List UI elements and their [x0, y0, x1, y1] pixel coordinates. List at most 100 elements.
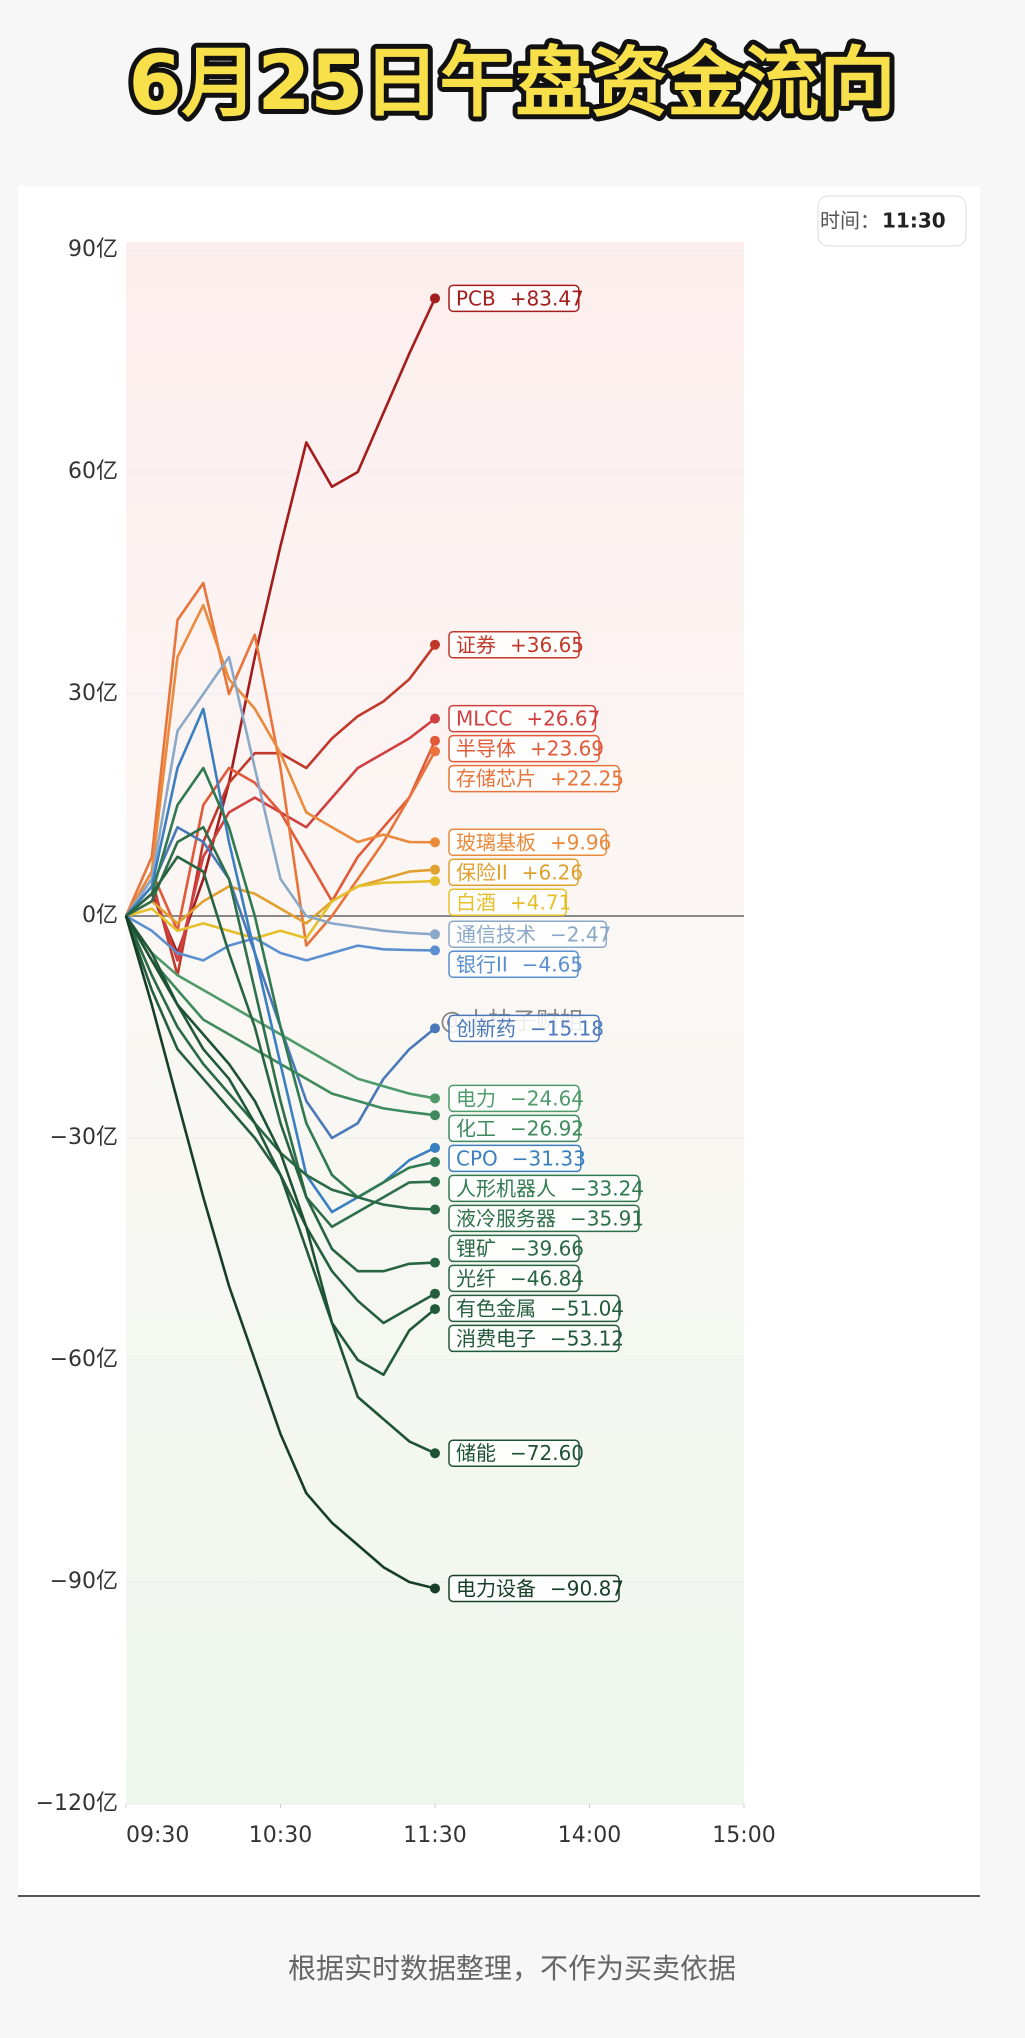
label-text: 消费电子 −53.12 [456, 1326, 624, 1350]
label-text: 电力 −24.64 [456, 1086, 584, 1110]
legend-name: CPO [456, 1146, 498, 1170]
label-text: 有色金属 −51.04 [456, 1296, 624, 1320]
data-label: −39.66 [510, 1236, 584, 1260]
y-tick-label: −60亿 [50, 1347, 118, 1372]
end-dot [430, 929, 440, 940]
data-label: −46.84 [510, 1266, 584, 1290]
label-text: CPO −31.33 [456, 1146, 586, 1170]
data-label: −31.33 [512, 1146, 586, 1170]
legend-name: MLCC [456, 706, 512, 730]
label-text: 创新药 −15.18 [456, 1016, 604, 1040]
time-badge [817, 195, 967, 247]
label-box [448, 1014, 600, 1043]
y-tick-label: −90亿 [50, 1569, 118, 1594]
series-label: 锂矿 −39.66 [448, 1234, 584, 1263]
series-label: 光纤 −46.84 [448, 1264, 584, 1293]
x-tick-label: 14:00 [558, 1823, 621, 1848]
label-text: MLCC +26.67 [456, 706, 600, 730]
label-box [448, 1264, 580, 1293]
y-tick-label: 60亿 [68, 459, 118, 484]
legend-name: 玻璃基板 [456, 830, 536, 854]
legend-name: 保险II [456, 860, 508, 884]
legend-name: 消费电子 [456, 1326, 536, 1350]
label-text: 保险II +6.26 [456, 860, 583, 884]
series-label: CPO −31.33 [448, 1144, 586, 1173]
legend-name: 化工 [456, 1116, 496, 1140]
data-label: +22.25 [550, 766, 624, 790]
label-text: 证券 +36.65 [456, 632, 584, 656]
legend-name: 电力设备 [456, 1576, 536, 1600]
legend-name: 液冷服务器 [456, 1206, 556, 1230]
label-box [448, 631, 580, 659]
label-box [448, 1234, 580, 1263]
legend-name: 创新药 [456, 1016, 516, 1040]
series-label: 人形机器人 −33.24 [448, 1174, 644, 1203]
label-box [448, 1439, 580, 1467]
data-label: −33.24 [570, 1176, 644, 1200]
series-label: 有色金属 −51.04 [448, 1294, 624, 1323]
end-dot [430, 293, 440, 304]
series-label: 液冷服务器 −35.91 [448, 1204, 644, 1233]
legend-name: 通信技术 [456, 922, 536, 946]
label-text: 玻璃基板 +9.96 [456, 830, 611, 854]
end-dot [430, 1583, 440, 1594]
label-box [448, 764, 620, 793]
series-line [125, 825, 436, 1229]
legend-name: 储能 [456, 1441, 496, 1465]
series-label: 银行II −4.65 [448, 950, 583, 979]
label-box [448, 950, 579, 979]
legend-name: 电力 [456, 1086, 496, 1110]
series-line [124, 915, 436, 1590]
legend-name: 存储芯片 [456, 766, 536, 790]
label-text: 银行II −4.65 [456, 952, 583, 976]
end-dot [430, 876, 440, 887]
series-line [125, 868, 436, 925]
label-text: 半导体 +23.69 [456, 736, 604, 760]
series-line [124, 655, 436, 936]
label-box [448, 1324, 620, 1353]
label-text: 电力设备 −90.87 [456, 1576, 624, 1600]
data-label: +36.65 [510, 632, 584, 656]
data-label: +26.67 [526, 706, 600, 730]
data-label: +9.96 [550, 830, 611, 854]
series-line [124, 915, 436, 1100]
data-label: +83.47 [510, 286, 584, 310]
label-text: 化工 −26.92 [456, 1116, 584, 1140]
label-box [448, 1114, 580, 1143]
data-label: −35.91 [570, 1206, 644, 1230]
end-dot [430, 1257, 440, 1268]
label-text: 液冷服务器 −35.91 [456, 1206, 644, 1230]
series-line [125, 766, 436, 1199]
badge-time: 11:30 [882, 209, 946, 233]
label-text: 人形机器人 −33.24 [456, 1176, 644, 1200]
data-label: +4.71 [510, 890, 571, 914]
series-label: 存储芯片 +22.25 [448, 764, 624, 793]
label-box [448, 828, 608, 857]
end-dot [430, 1110, 440, 1121]
series-line [124, 603, 436, 917]
end-dot [430, 1156, 440, 1167]
series-line [125, 914, 436, 962]
x-tick-label: 15:00 [712, 1823, 775, 1848]
series-line [124, 915, 436, 1455]
end-dot [430, 1288, 440, 1299]
label-box [448, 858, 579, 887]
end-dot [430, 1142, 440, 1153]
page-title: 6月25日午盘资金流向 [129, 38, 896, 127]
legend-name: 有色金属 [456, 1296, 536, 1320]
x-tick-label: 09:30 [126, 1823, 189, 1848]
end-dot [430, 864, 440, 875]
data-label: +23.69 [530, 736, 604, 760]
label-text: 储能 −72.60 [456, 1441, 584, 1465]
data-label: −53.12 [550, 1326, 624, 1350]
end-dot [430, 713, 440, 724]
end-dot [430, 1093, 440, 1104]
end-dot [430, 837, 440, 848]
y-tick-label: 90亿 [68, 237, 118, 262]
label-text: 锂矿 −39.66 [456, 1236, 584, 1260]
label-box [448, 920, 608, 949]
label-box [448, 734, 600, 763]
label-text: PCB +83.47 [456, 286, 584, 310]
series-label: 证券 +36.65 [448, 631, 584, 659]
